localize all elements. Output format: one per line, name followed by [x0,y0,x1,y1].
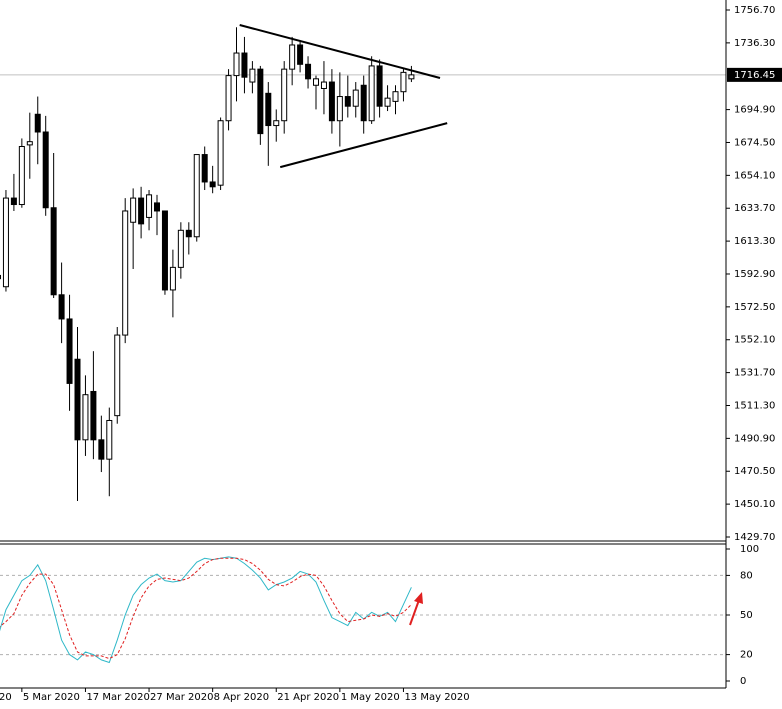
arrow-shaft [409,599,420,626]
candle-body [305,63,312,80]
candle-body [249,68,256,83]
candle-body [66,318,73,384]
candle-body [336,96,343,122]
y-tick-label: 1654.10 [734,170,775,181]
candle-body [344,96,351,107]
y-tick-label: 1592.90 [734,269,775,280]
candle-body [376,65,383,107]
candle-body [185,229,192,238]
y-tick-label: 1429.70 [734,532,775,543]
candle-body [265,92,272,127]
candle-body [146,194,153,218]
candle-body [217,120,224,186]
annotation-arrow [409,592,423,626]
candle-body [241,52,248,78]
candle-body [82,394,89,441]
candle-body [90,390,97,441]
y-tick-label: 1531.70 [734,368,775,379]
y-tick-label: 50 [740,610,753,621]
y-tick-label: 20 [740,650,753,661]
x-tick-label: 20 [0,692,12,703]
candle-body [193,154,200,238]
candle-body [114,334,121,417]
y-tick-label: 1511.30 [734,400,775,411]
candle-body [297,44,304,65]
x-tick-label: 27 Mar 2020 [150,692,213,703]
candle-body [233,52,240,77]
candle-body [400,71,407,93]
y-tick-label: 1674.50 [734,137,775,148]
candle-body [281,68,288,122]
y-tick-label: 1694.90 [734,105,775,116]
y-tick-label: 1756.70 [734,5,775,16]
last-price-label: 1716.45 [734,70,775,81]
plot-area [0,24,726,664]
candle-body [122,210,129,336]
candle-body [58,294,65,320]
candle-body [289,44,296,70]
x-tick-label: 21 Apr 2020 [277,692,339,703]
candle-body [10,197,17,206]
candle-body [328,81,335,122]
y-tick-label: 0 [740,676,746,687]
candle-body [225,75,232,122]
y-tick-label: 100 [740,544,759,555]
arrow-head [414,592,423,604]
candle-body [368,65,375,122]
candle-body [98,439,105,460]
x-tick-label: 13 May 2020 [404,692,469,703]
candle-body [392,91,399,102]
candle-body [257,68,264,135]
y-tick-label: 1613.30 [734,236,775,247]
candle-body [18,146,25,206]
candle-body [2,197,9,288]
x-tick-label: 1 May 2020 [341,692,400,703]
candle-body [26,141,33,146]
candle-body [34,113,41,133]
candle-body [130,197,137,223]
candle-body [384,97,391,107]
candle-body [42,131,49,209]
y-tick-label: 1572.50 [734,302,775,313]
candle-body [177,229,184,268]
candle-body [138,197,145,225]
y-tick-label: 1470.50 [734,466,775,477]
candle-body [169,266,176,291]
y-tick-label: 1552.10 [734,335,775,346]
y-tick-label: 80 [740,570,753,581]
candle-body [201,154,208,183]
trendline [239,24,441,79]
candle-body [209,181,216,188]
candle-body [320,81,327,89]
candle-body [313,78,319,86]
indicator-line [0,557,412,660]
y-tick-label: 1633.70 [734,203,775,214]
candle-body [74,358,81,441]
x-tick-label: 5 Mar 2020 [23,692,80,703]
x-tick-label: 8 Apr 2020 [214,692,269,703]
candle-body [161,210,168,291]
y-tick-label: 1450.10 [734,499,775,510]
last-price-box [727,67,782,82]
x-tick-label: 17 Mar 2020 [86,692,149,703]
candle-body [360,84,367,122]
indicator-line [0,556,412,664]
y-tick-label: 1490.90 [734,433,775,444]
candle-body [50,207,57,296]
candle-body [106,419,113,460]
candle-body [273,120,280,127]
trendline [279,122,448,169]
candle-body [0,274,1,280]
candle-body [408,74,415,80]
candle-body [154,202,160,212]
y-tick-label: 1736.30 [734,38,775,49]
candle-body [352,89,359,107]
